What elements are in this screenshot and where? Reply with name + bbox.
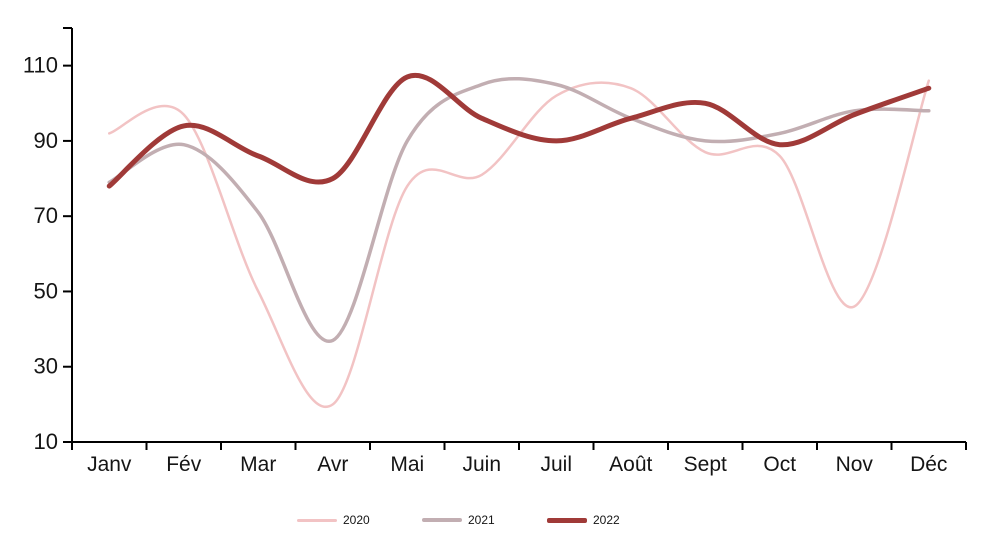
x-tick-label: Sept — [684, 453, 727, 476]
legend-swatch-2020 — [297, 518, 337, 522]
x-tick-label: Août — [609, 453, 652, 476]
legend-item-2021: 2021 — [422, 514, 547, 526]
x-tick-label: Oct — [763, 453, 796, 476]
legend-label: 2021 — [468, 513, 495, 527]
y-tick-label: 30 — [34, 354, 58, 379]
legend-swatch-2022 — [547, 517, 587, 523]
y-tick-label: 90 — [34, 128, 58, 153]
chart-legend: 2020 2021 2022 — [297, 510, 672, 530]
legend-item-2020: 2020 — [297, 514, 422, 526]
y-tick-label: 70 — [34, 203, 58, 228]
series-line-2021 — [107, 76, 931, 343]
x-tick-label: Janv — [87, 453, 132, 476]
y-tick-label: 10 — [34, 429, 58, 454]
x-tick-label: Mar — [240, 453, 276, 476]
legend-label: 2022 — [593, 513, 620, 527]
legend-label: 2020 — [343, 513, 370, 527]
x-tick-label: Juin — [462, 453, 501, 476]
series-line-2022 — [106, 72, 932, 189]
y-tick-label: 50 — [34, 278, 58, 303]
series-line-2020 — [108, 79, 931, 408]
x-tick-label: Déc — [910, 453, 947, 476]
x-tick-label: Fév — [166, 453, 202, 476]
x-tick-label: Juil — [540, 453, 572, 476]
x-tick-label: Mai — [390, 453, 424, 476]
x-tick-label: Nov — [836, 453, 874, 476]
y-tick-label: 110 — [23, 53, 58, 78]
x-tick-label: Avr — [317, 453, 348, 476]
legend-swatch-2021 — [422, 518, 462, 522]
legend-item-2022: 2022 — [547, 514, 672, 526]
